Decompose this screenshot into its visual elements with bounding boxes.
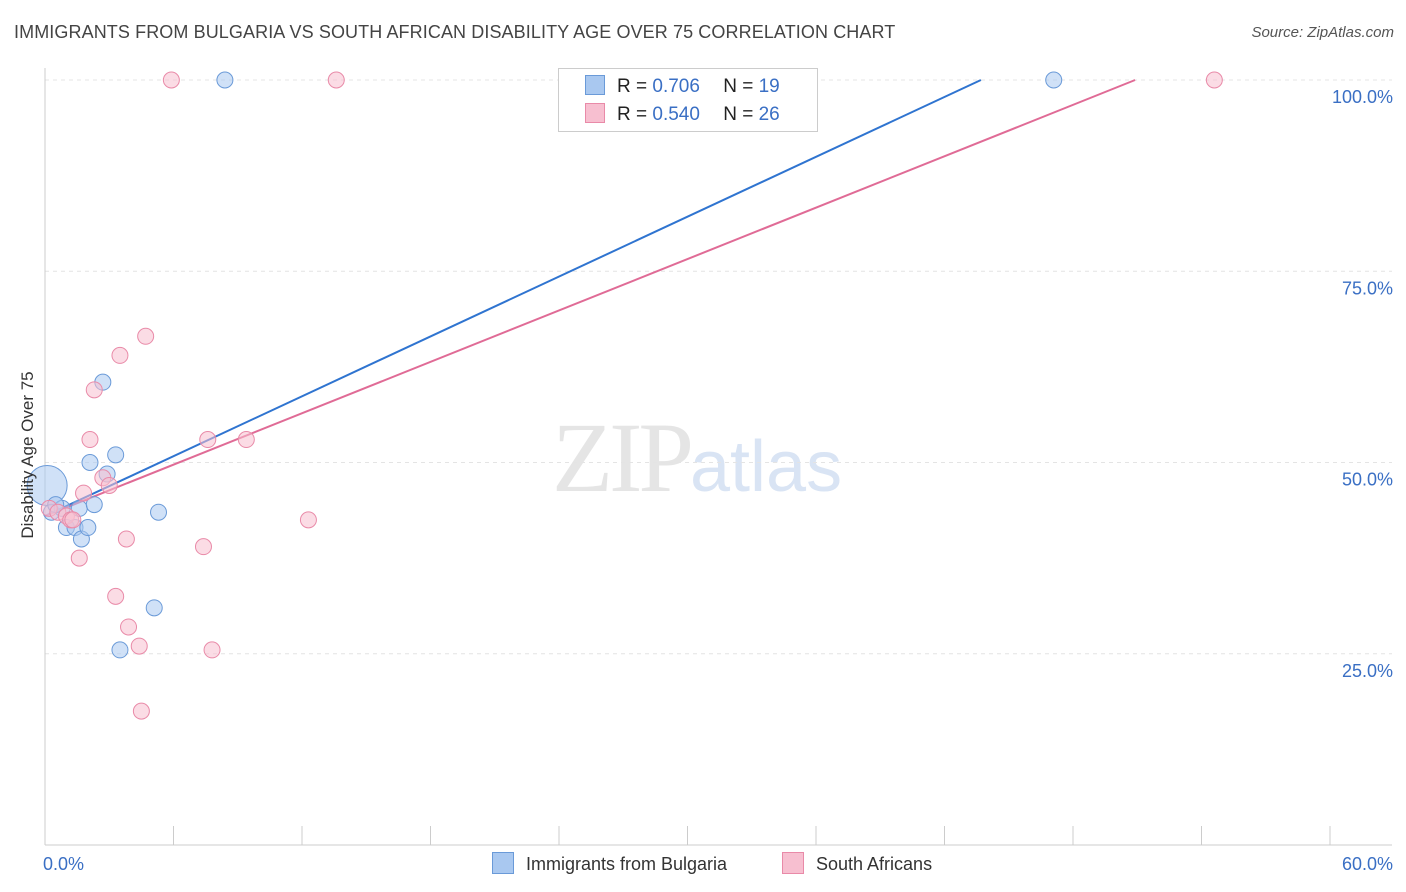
grid-lines bbox=[45, 79, 1392, 655]
data-point-pink bbox=[100, 476, 118, 494]
data-point-pink bbox=[111, 346, 129, 364]
data-point-blue bbox=[79, 519, 97, 537]
data-point-blue bbox=[107, 446, 125, 464]
data-point-pink bbox=[199, 431, 217, 449]
legend-item-bulgaria[interactable]: Immigrants from Bulgaria bbox=[492, 852, 727, 875]
data-point-pink bbox=[299, 511, 317, 529]
legend-r-label: R = bbox=[617, 104, 648, 125]
data-point-blue bbox=[150, 503, 168, 521]
data-point-pink bbox=[120, 618, 138, 636]
trend-lines bbox=[44, 79, 1136, 517]
y-axis-label: Disability Age Over 75 bbox=[18, 371, 37, 539]
legend-swatch-blue bbox=[492, 852, 514, 874]
trend-line-pink bbox=[44, 79, 1136, 517]
y-tick-label: 25.0% bbox=[1342, 661, 1393, 681]
data-point-pink bbox=[85, 381, 103, 399]
data-point-pink bbox=[132, 702, 150, 720]
watermark-atlas: atlas bbox=[690, 427, 843, 507]
y-tick-label: 50.0% bbox=[1342, 470, 1393, 490]
trend-line-blue bbox=[44, 79, 982, 517]
data-point-pink bbox=[75, 484, 93, 502]
legend-item-label: Immigrants from Bulgaria bbox=[526, 854, 728, 874]
legend-r-value: 0.540 bbox=[652, 104, 700, 125]
data-point-pink bbox=[117, 530, 135, 548]
y-tick-label: 100.0% bbox=[1332, 87, 1393, 107]
legend-n-value: 26 bbox=[758, 104, 780, 125]
source-credit: Source: ZipAtlas.com bbox=[1251, 24, 1394, 41]
data-point-pink bbox=[64, 511, 82, 529]
data-point-pink bbox=[130, 637, 148, 655]
data-point-pink bbox=[70, 549, 88, 567]
data-point-pink bbox=[137, 327, 155, 345]
legend-swatch-pink bbox=[585, 103, 605, 123]
watermark: ZIPatlas bbox=[552, 400, 842, 515]
legend-item-south-africans[interactable]: South Africans bbox=[782, 852, 932, 875]
correlation-legend: R = 0.706 N = 19 R = 0.540 N = 26 bbox=[558, 68, 818, 132]
chart-title: IMMIGRANTS FROM BULGARIA VS SOUTH AFRICA… bbox=[14, 22, 896, 42]
y-tick-label: 75.0% bbox=[1342, 278, 1393, 298]
data-point-pink bbox=[1205, 71, 1223, 89]
axes bbox=[44, 68, 1392, 846]
data-point-blue bbox=[145, 599, 163, 617]
legend-r-label: R = bbox=[617, 76, 648, 97]
data-point-pink bbox=[203, 641, 221, 659]
data-point-blue bbox=[216, 71, 234, 89]
legend-row-bulgaria: R = 0.706 N = 19 bbox=[585, 75, 780, 98]
legend-swatch-pink bbox=[782, 852, 804, 874]
data-point-pink bbox=[237, 431, 255, 449]
data-point-blue bbox=[81, 454, 99, 471]
x-tick-label: 60.0% bbox=[1342, 854, 1393, 874]
x-tick-label: 0.0% bbox=[43, 854, 84, 874]
data-point-pink bbox=[194, 538, 212, 556]
legend-row-south-africans: R = 0.540 N = 26 bbox=[585, 103, 780, 126]
data-point-pink bbox=[327, 71, 345, 89]
tick-labels: 25.0% 50.0% 75.0% 100.0% 0.0% 60.0% bbox=[43, 87, 1393, 874]
data-points bbox=[26, 71, 1223, 720]
legend-n-value: 19 bbox=[758, 76, 780, 97]
legend-item-label: South Africans bbox=[816, 854, 933, 874]
legend-n-label: N = bbox=[723, 76, 754, 97]
data-point-pink bbox=[162, 71, 180, 89]
legend-n-label: N = bbox=[723, 104, 754, 125]
legend-swatch-blue bbox=[585, 75, 605, 95]
data-point-blue bbox=[1045, 71, 1063, 89]
data-point-blue bbox=[111, 641, 129, 659]
data-point-pink bbox=[81, 431, 99, 449]
data-point-pink bbox=[107, 587, 125, 605]
watermark-zip: ZIP bbox=[552, 402, 694, 513]
data-point-blue bbox=[85, 496, 103, 514]
legend-r-value: 0.706 bbox=[652, 76, 700, 97]
